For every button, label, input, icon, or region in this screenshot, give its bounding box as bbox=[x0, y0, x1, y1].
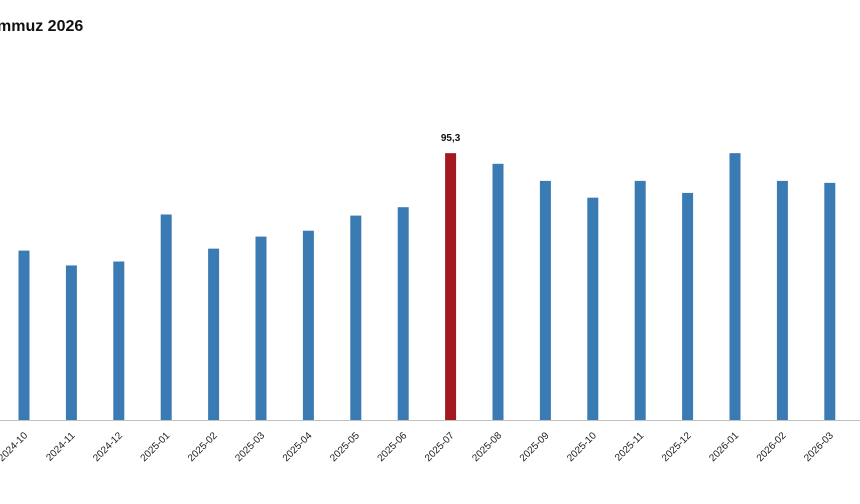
bars-group bbox=[18, 153, 836, 421]
x-tick-2025-12: 2025-12 bbox=[660, 430, 694, 464]
data-label-highlight: 95,3 bbox=[441, 133, 461, 144]
bar-2026-02 bbox=[776, 180, 788, 420]
bar-2024-11 bbox=[65, 265, 77, 420]
bar-2024-10 bbox=[18, 250, 30, 420]
x-tick-2025-11: 2025-11 bbox=[613, 430, 647, 464]
bar-2025-03 bbox=[255, 236, 267, 420]
bar-2025-08 bbox=[492, 163, 504, 421]
bar-2025-10 bbox=[587, 197, 599, 420]
x-tick-2025-04: 2025-04 bbox=[281, 430, 315, 464]
x-tick-2025-03: 2025-03 bbox=[233, 430, 267, 464]
data-labels: 95,3 bbox=[441, 133, 461, 144]
x-tick-2024-10: 2024-10 bbox=[0, 430, 30, 464]
x-tick-2026-01: 2026-01 bbox=[707, 430, 741, 464]
bar-2025-09 bbox=[539, 180, 551, 420]
bar-2025-11 bbox=[634, 180, 646, 420]
x-tick-2026-02: 2026-02 bbox=[755, 430, 789, 464]
bar-2025-07 bbox=[445, 153, 457, 420]
bar-2024-12 bbox=[113, 261, 125, 420]
chart-title: mmuz 2026 bbox=[0, 18, 84, 35]
x-tick-2025-02: 2025-02 bbox=[186, 430, 220, 464]
bar-2025-02 bbox=[208, 248, 220, 420]
bar-2026-01 bbox=[729, 153, 741, 420]
bar-2025-04 bbox=[302, 230, 314, 420]
x-tick-2024-11: 2024-11 bbox=[44, 430, 78, 464]
x-tick-2025-06: 2025-06 bbox=[376, 430, 410, 464]
bar-2025-06 bbox=[397, 207, 409, 420]
x-tick-2025-10: 2025-10 bbox=[565, 430, 599, 464]
x-tick-2026-03: 2026-03 bbox=[802, 430, 836, 464]
x-tick-2025-08: 2025-08 bbox=[470, 430, 504, 464]
bar-2025-01 bbox=[160, 214, 172, 420]
x-tick-2025-09: 2025-09 bbox=[518, 430, 552, 464]
x-tick-labels: 2024-10 2024-11 2024-12 2025-01 2025-02 2025-… bbox=[0, 430, 860, 464]
x-tick-2024-12: 2024-12 bbox=[91, 430, 125, 464]
bar-2026-03 bbox=[824, 182, 836, 420]
bar-2025-05 bbox=[350, 215, 362, 420]
x-tick-2025-01: 2025-01 bbox=[139, 430, 173, 464]
bar-2025-12 bbox=[682, 192, 694, 420]
x-tick-2025-05: 2025-05 bbox=[328, 430, 362, 464]
x-tick-2025-07: 2025-07 bbox=[423, 430, 457, 464]
